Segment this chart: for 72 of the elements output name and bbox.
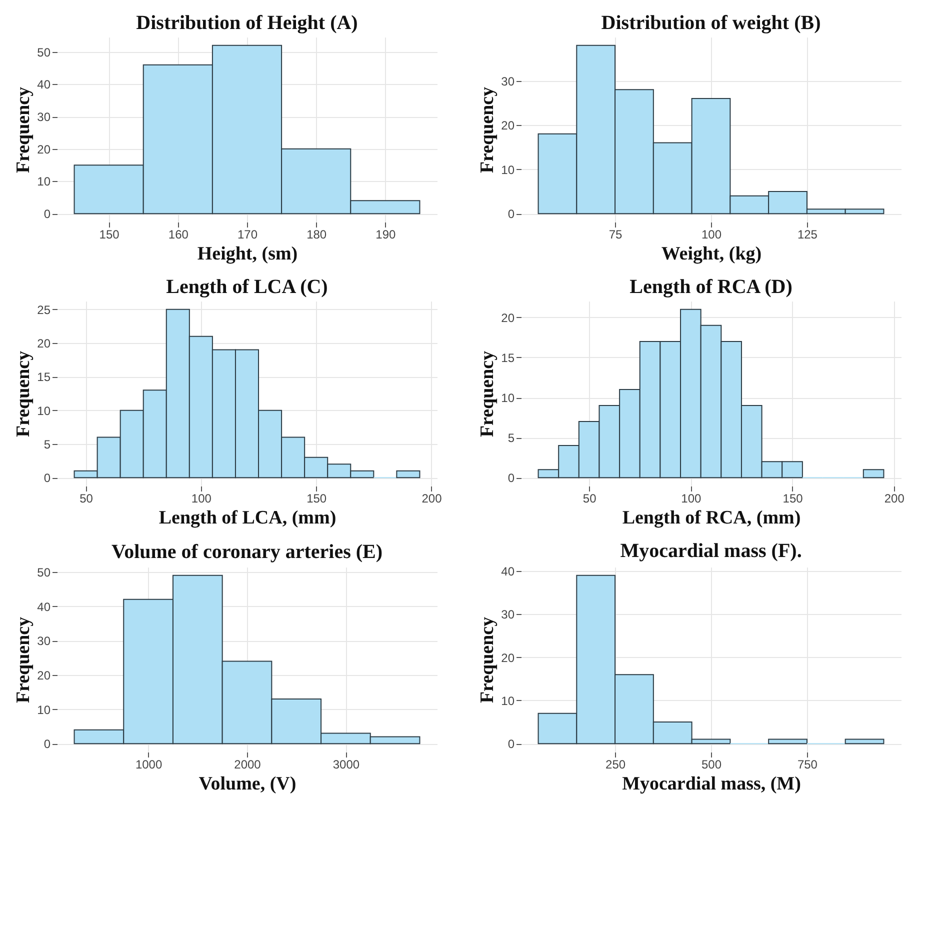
x-tick-label: 50: [80, 492, 94, 506]
y-tick-label: 10: [501, 391, 515, 406]
x-tick-label: 150: [782, 492, 804, 506]
x-axis-title: Length of LCA, (mm): [158, 508, 336, 528]
y-tick-label: 20: [37, 142, 51, 156]
x-tick-label: 100: [701, 228, 722, 242]
y-tick-label: 20: [501, 650, 515, 665]
y-tick-label: 0: [44, 471, 51, 486]
x-tick-label: 160: [168, 228, 189, 242]
y-tick-label: 10: [501, 694, 515, 708]
y-tick-label: 0: [508, 207, 515, 222]
y-axis-title: Frequency: [13, 86, 34, 174]
x-axis-title: Height, (sm): [197, 244, 298, 264]
x-tick-label: 50: [582, 492, 597, 506]
y-tick-label: 30: [501, 608, 515, 622]
x-tick-label: 150: [99, 228, 120, 242]
y-tick-label: 40: [501, 564, 515, 579]
x-tick-label: 75: [608, 228, 623, 242]
y-tick-label: 10: [37, 404, 51, 418]
x-tick-label: 2000: [234, 758, 262, 772]
chart-title: Volume of coronary arteries (E): [111, 540, 383, 563]
chart-title: Distribution of weight (B): [601, 12, 821, 34]
y-axis-title: Frequency: [477, 86, 498, 174]
x-tick-label: 190: [376, 228, 396, 242]
y-tick-label: 30: [501, 74, 515, 88]
chart-title: Myocardial mass (F).: [620, 540, 802, 562]
y-tick-label: 0: [508, 471, 515, 486]
y-axis-title: Frequency: [477, 616, 498, 704]
x-tick-label: 180: [306, 228, 327, 242]
x-axis-title: Weight, (kg): [661, 244, 762, 264]
x-tick-label: 250: [606, 758, 626, 772]
x-axis-title: Volume, (V): [198, 774, 296, 794]
y-tick-label: 0: [508, 737, 515, 752]
y-tick-label: 20: [501, 118, 515, 133]
y-tick-label: 20: [501, 310, 515, 325]
y-tick-label: 0: [44, 207, 51, 222]
x-tick-label: 170: [237, 228, 258, 242]
x-axis-title: Myocardial mass, (M): [622, 774, 801, 794]
x-tick-label: 200: [422, 492, 442, 506]
x-tick-label: 100: [191, 492, 212, 506]
y-tick-label: 30: [37, 110, 51, 124]
x-tick-label: 3000: [332, 758, 360, 772]
y-tick-label: 20: [37, 336, 51, 351]
x-tick-label: 125: [797, 228, 818, 242]
x-tick-label: 150: [306, 492, 327, 506]
y-tick-label: 10: [37, 174, 51, 189]
chart-title: Distribution of Height (A): [136, 12, 358, 34]
x-axis-title: Length of RCA, (mm): [622, 508, 801, 528]
y-tick-label: 50: [37, 565, 51, 580]
y-tick-label: 20: [37, 668, 51, 682]
x-tick-label: 1000: [135, 758, 162, 772]
y-tick-label: 40: [37, 600, 51, 614]
x-tick-label: 500: [701, 758, 722, 772]
y-tick-label: 50: [37, 45, 51, 60]
y-tick-label: 10: [37, 702, 51, 717]
y-axis-title: Frequency: [477, 350, 498, 438]
y-tick-label: 15: [501, 350, 515, 365]
y-tick-label: 30: [37, 634, 51, 648]
y-tick-label: 10: [501, 162, 515, 177]
chart-title: Length of LCA (C): [166, 276, 328, 298]
x-tick-label: 200: [884, 492, 905, 506]
x-tick-label: 750: [797, 758, 818, 772]
y-axis-title: Frequency: [13, 350, 34, 438]
y-axis-title: Frequency: [13, 616, 34, 704]
y-tick-label: 0: [44, 737, 51, 752]
chart-title: Length of RCA (D): [630, 276, 792, 298]
y-tick-label: 15: [37, 370, 51, 384]
y-tick-label: 5: [44, 437, 51, 452]
y-tick-label: 40: [37, 78, 51, 92]
y-tick-label: 5: [508, 431, 515, 446]
x-tick-label: 100: [681, 492, 702, 506]
y-tick-label: 25: [37, 302, 51, 317]
